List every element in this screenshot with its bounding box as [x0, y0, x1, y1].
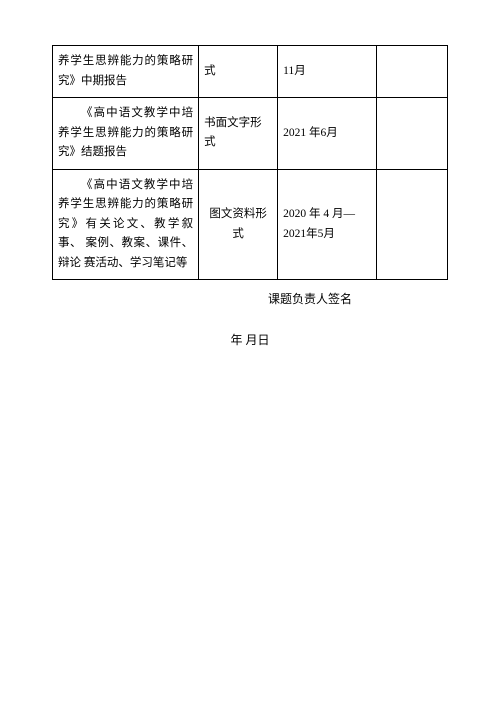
schedule-table: 养学生思辨能力的策略研究》中期报告 式 11月 《高中语文教学中培 养学生思辨能… [52, 45, 448, 280]
cell-format: 图文资料形式 [199, 169, 278, 280]
table-row: 《高中语文教学中培 养学生思辨能力的策略研 究》有关论文、教学叙事、 案例、教案… [53, 169, 448, 280]
cell-description: 《高中语文教学中培 养学生思辨能力的策略研 究》结题报告 [53, 98, 199, 170]
cell-empty [376, 98, 447, 170]
date-label: 年 月日 [52, 331, 448, 348]
table-row: 《高中语文教学中培 养学生思辨能力的策略研 究》结题报告 书面文字形式 2021… [53, 98, 448, 170]
cell-date: 11月 [278, 46, 377, 98]
cell-description: 养学生思辨能力的策略研究》中期报告 [53, 46, 199, 98]
table-row: 养学生思辨能力的策略研究》中期报告 式 11月 [53, 46, 448, 98]
cell-date: 2020 年 4 月—2021年5月 [278, 169, 377, 280]
cell-format: 书面文字形式 [199, 98, 278, 170]
cell-empty [376, 46, 447, 98]
cell-empty [376, 169, 447, 280]
cell-format: 式 [199, 46, 278, 98]
signature-label: 课题负责人签名 [52, 290, 448, 307]
cell-date: 2021 年6月 [278, 98, 377, 170]
cell-description: 《高中语文教学中培 养学生思辨能力的策略研 究》有关论文、教学叙事、 案例、教案… [53, 169, 199, 280]
